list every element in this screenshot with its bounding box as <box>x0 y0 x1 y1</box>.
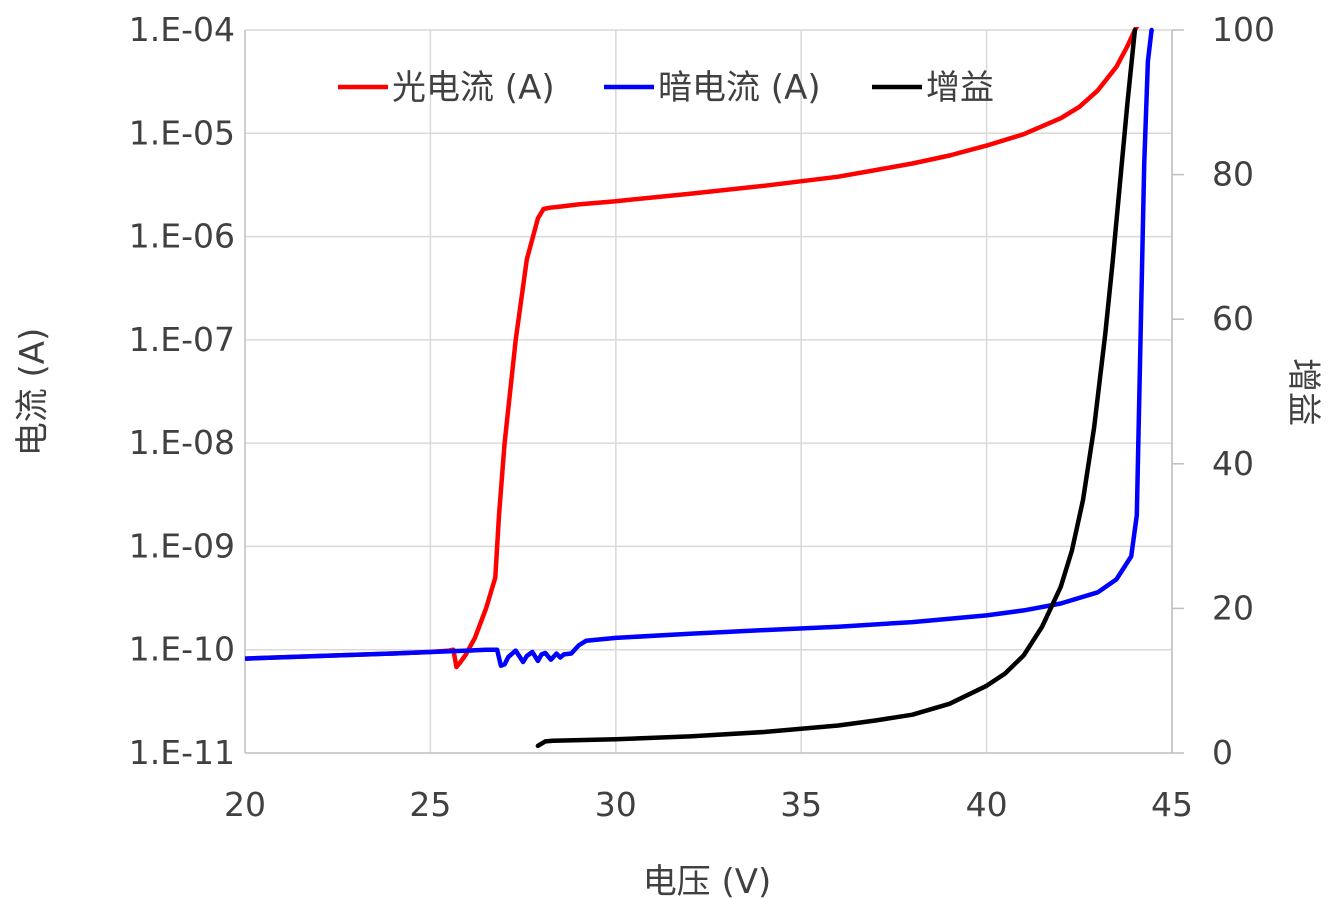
x-tick-label: 20 <box>224 785 266 824</box>
y2-axis-title: 增益 <box>1283 358 1323 426</box>
series-layer <box>245 27 1154 749</box>
y-tick-label: 1.E-10 <box>129 630 235 669</box>
y-tick-label: 1.E-07 <box>129 320 235 359</box>
legend: 光电流 (A) 暗电流 (A) 增益 <box>338 68 994 108</box>
y2-tick-label: 40 <box>1212 444 1254 483</box>
y2-tick-label: 20 <box>1212 588 1254 627</box>
x-tick-label: 35 <box>780 785 822 824</box>
y-tick-label: 1.E-09 <box>129 526 235 565</box>
legend-label-photocurrent: 光电流 (A) <box>392 68 555 108</box>
y-tick-label: 1.E-06 <box>129 217 235 256</box>
y2-tick-label: 60 <box>1212 299 1254 338</box>
x-tick-label: 40 <box>966 785 1008 824</box>
x-axis-title: 电压 (V) <box>643 862 772 899</box>
y-tick-label: 1.E-05 <box>129 113 235 152</box>
series-line-photocurrent <box>245 27 1140 670</box>
x-tick-label: 30 <box>595 785 637 824</box>
legend-label-darkcurrent: 暗电流 (A) <box>658 68 821 108</box>
series-line-darkcurrent <box>245 27 1154 668</box>
y-tick-label: 1.E-11 <box>129 733 235 772</box>
x-tick-label: 45 <box>1151 785 1193 824</box>
y2-tick-label: 80 <box>1212 155 1254 194</box>
y-axis-title: 电流 (A) <box>13 328 53 457</box>
y-tick-label: 1.E-08 <box>129 423 235 462</box>
x-tick-label: 25 <box>409 785 451 824</box>
y-tick-label: 1.E-04 <box>129 10 235 49</box>
y2-tick-label: 0 <box>1212 733 1233 772</box>
axes-layer <box>244 29 1184 754</box>
y2-tick-label: 100 <box>1212 10 1275 49</box>
tick-labels: 1.E-11 1.E-10 1.E-09 1.E-08 1.E-07 1.E-06 1.E-… <box>129 10 1275 824</box>
legend-label-gain: 增益 <box>926 68 994 108</box>
series-line-gain <box>535 27 1138 749</box>
